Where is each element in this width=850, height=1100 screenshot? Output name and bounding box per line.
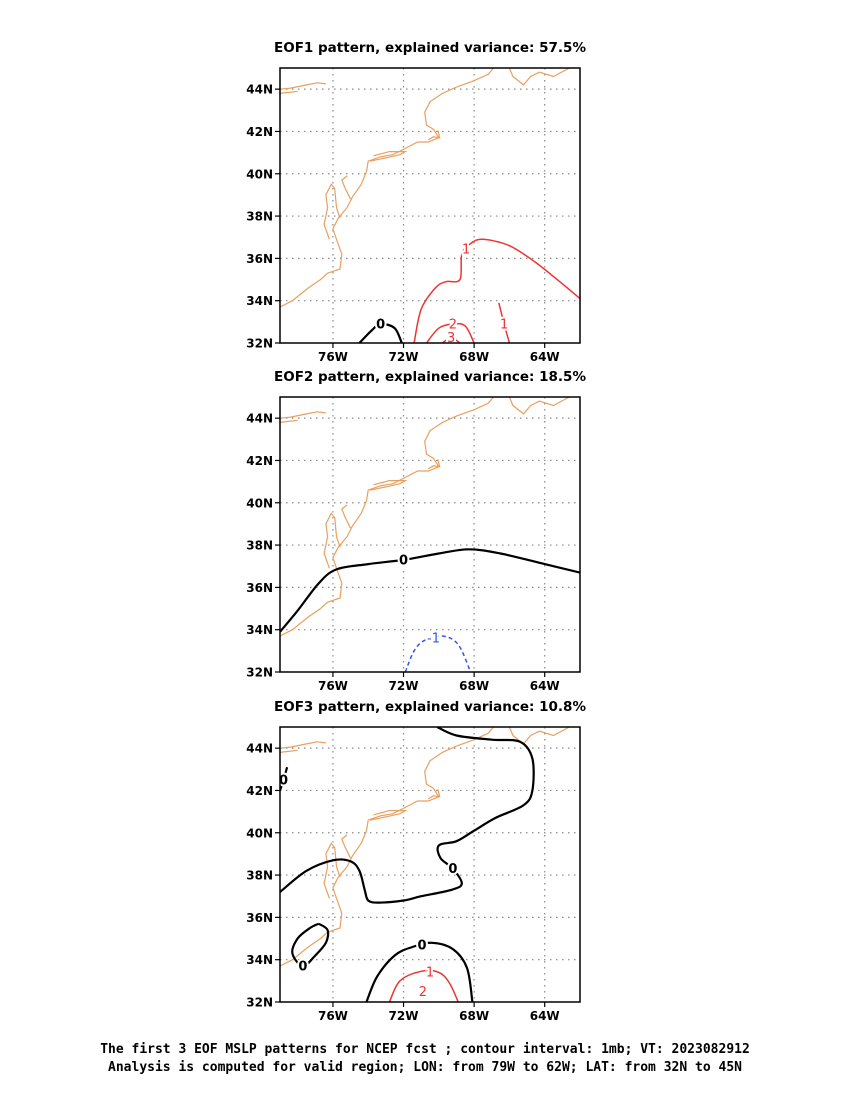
plot-frame bbox=[279, 396, 581, 673]
contour-label: -1 bbox=[427, 632, 440, 647]
y-tick-label: 42N bbox=[246, 454, 273, 468]
contour-label: 1 bbox=[426, 965, 434, 980]
coastline bbox=[280, 727, 570, 967]
contour-line-zero bbox=[365, 941, 474, 1002]
coastline-segment bbox=[280, 82, 326, 90]
contour-line-1 bbox=[388, 969, 459, 1002]
y-tick-label: 32N bbox=[246, 996, 273, 1010]
x-tick-label: 72W bbox=[389, 679, 419, 693]
x-tick-label: 68W bbox=[459, 350, 489, 364]
contour-line-zero bbox=[280, 548, 580, 633]
y-tick-label: 42N bbox=[246, 125, 273, 139]
contour-label: 0 bbox=[399, 553, 408, 568]
coastline-segment bbox=[341, 175, 352, 200]
plot-frame bbox=[279, 67, 581, 344]
x-tick-label: 76W bbox=[318, 1009, 348, 1023]
contour-line-3 bbox=[441, 336, 461, 343]
contour-label: 0 bbox=[298, 960, 307, 975]
y-tick-label: 38N bbox=[246, 869, 273, 883]
contour-line-1 bbox=[413, 238, 580, 343]
caption-line-2: Analysis is computed for valid region; L… bbox=[108, 1060, 742, 1075]
contour-label: 0 bbox=[376, 317, 385, 332]
contour-line-2 bbox=[425, 322, 475, 343]
contour-label: 2 bbox=[419, 985, 427, 1000]
x-tick-label: 64W bbox=[530, 679, 560, 693]
coastline-segment bbox=[369, 151, 408, 162]
coastline bbox=[280, 397, 570, 637]
eof-figure: EOF1 pattern, explained variance: 57.5% 0… bbox=[246, 40, 586, 1023]
contour-line-zero bbox=[291, 922, 330, 968]
y-tick-label: 40N bbox=[246, 167, 273, 181]
x-tick-label: 72W bbox=[389, 1009, 419, 1023]
contour-label: 3 bbox=[447, 331, 455, 346]
y-tick-label: 40N bbox=[246, 496, 273, 510]
coastline-segment bbox=[508, 397, 570, 415]
y-tick-label: 40N bbox=[246, 826, 273, 840]
panel-title: EOF2 pattern, explained variance: 18.5% bbox=[274, 369, 586, 385]
x-tick-label: 68W bbox=[459, 679, 489, 693]
coastline-segment bbox=[280, 741, 326, 749]
y-tick-label: 44N bbox=[246, 412, 273, 426]
caption-line-1: The first 3 EOF MSLP patterns for NCEP f… bbox=[100, 1042, 750, 1057]
contour-line-1 bbox=[498, 302, 511, 343]
x-tick-label: 64W bbox=[530, 350, 560, 364]
x-tick-label: 64W bbox=[530, 1009, 560, 1023]
y-tick-label: 34N bbox=[246, 953, 273, 967]
coastline-segment bbox=[280, 727, 494, 967]
eof-panel-3: EOF3 pattern, explained variance: 10.8% 0… bbox=[246, 699, 586, 1023]
eof-panel-1: EOF1 pattern, explained variance: 57.5% 0… bbox=[246, 40, 586, 364]
coastline-segment bbox=[280, 397, 494, 637]
coastline-segment bbox=[323, 512, 341, 569]
coastline-segment bbox=[280, 411, 326, 419]
contour-line-zero bbox=[280, 766, 289, 791]
coastline-segment bbox=[508, 68, 570, 86]
y-tick-label: 38N bbox=[246, 539, 273, 553]
panel-title: EOF1 pattern, explained variance: 57.5% bbox=[274, 40, 586, 56]
coastline-segment bbox=[427, 459, 441, 470]
coastline bbox=[280, 68, 570, 308]
coastline-segment bbox=[280, 749, 298, 753]
coastline-segment bbox=[280, 68, 494, 308]
contour-label: 1 bbox=[500, 317, 508, 332]
contour-label: 1 bbox=[462, 242, 470, 257]
coastline-segment bbox=[427, 789, 441, 800]
eof-panel-2: EOF2 pattern, explained variance: 18.5% 0… bbox=[246, 369, 586, 693]
x-tick-label: 72W bbox=[389, 350, 419, 364]
contour-label: 0 bbox=[448, 862, 457, 877]
y-tick-label: 44N bbox=[246, 83, 273, 97]
coastline-segment bbox=[508, 727, 570, 745]
y-tick-label: 36N bbox=[246, 581, 273, 595]
contour-line-zero bbox=[280, 727, 535, 904]
y-tick-label: 34N bbox=[246, 294, 273, 308]
x-tick-label: 68W bbox=[459, 1009, 489, 1023]
y-tick-label: 44N bbox=[246, 742, 273, 756]
y-tick-label: 32N bbox=[246, 337, 273, 351]
y-tick-label: 32N bbox=[246, 666, 273, 680]
coastline-segment bbox=[369, 809, 408, 821]
coastline-segment bbox=[341, 504, 352, 529]
y-tick-label: 38N bbox=[246, 210, 273, 224]
plot-frame bbox=[279, 726, 581, 1003]
panel-title: EOF3 pattern, explained variance: 10.8% bbox=[274, 699, 586, 715]
coastline-segment bbox=[280, 90, 298, 94]
coastline-segment bbox=[323, 183, 341, 240]
y-tick-label: 36N bbox=[246, 911, 273, 925]
x-tick-label: 76W bbox=[318, 679, 348, 693]
coastline-segment bbox=[341, 834, 352, 859]
y-tick-label: 42N bbox=[246, 784, 273, 798]
coastline-segment bbox=[323, 842, 341, 899]
coastline-segment bbox=[280, 419, 298, 423]
y-tick-label: 36N bbox=[246, 252, 273, 266]
contour-line--1 bbox=[404, 635, 472, 672]
coastline-segment bbox=[369, 480, 408, 491]
x-tick-label: 76W bbox=[318, 350, 348, 364]
contour-label: 2 bbox=[449, 317, 457, 332]
y-tick-label: 34N bbox=[246, 623, 273, 637]
contour-label: 0 bbox=[418, 938, 427, 953]
coastline-segment bbox=[427, 130, 441, 141]
contour-line-zero bbox=[358, 322, 403, 343]
